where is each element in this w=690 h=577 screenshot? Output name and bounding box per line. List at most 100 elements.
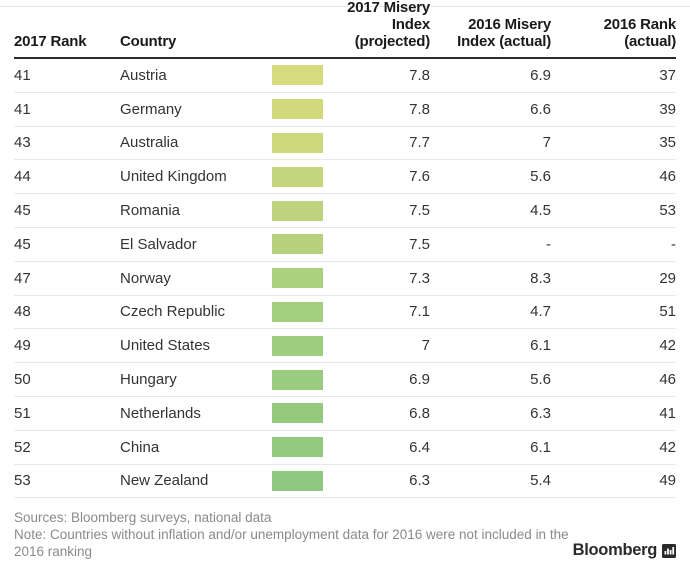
table-row: 45 El Salvador 7.5 - - (14, 228, 676, 262)
cell-2016-rank: 46 (659, 371, 676, 389)
table-row: 45 Romania 7.5 4.5 53 (14, 194, 676, 228)
misery-color-bar (272, 268, 323, 289)
table-header: 2017 Rank Country 2017 Misery Index (pro… (14, 0, 677, 59)
cell-2017-misery: 6.8 (409, 404, 430, 422)
cell-2017-rank: 48 (14, 303, 31, 321)
misery-bar-cell (272, 437, 323, 458)
cell-2017-misery: 7.5 (409, 235, 430, 253)
table-row: 47 Norway 7.3 8.3 29 (14, 262, 676, 296)
misery-index-table: 2017 Rank Country 2017 Misery Index (pro… (14, 0, 677, 499)
sources-text: Sources: Bloomberg surveys, national dat… (14, 510, 272, 525)
cell-2017-rank: 43 (14, 134, 31, 152)
bloomberg-wordmark: Bloomberg (572, 541, 658, 559)
cell-2017-rank: 41 (14, 66, 31, 84)
misery-bar-cell (272, 132, 323, 153)
misery-color-bar (272, 470, 323, 491)
cell-2016-rank: 53 (659, 202, 676, 220)
misery-bar-cell (272, 403, 323, 424)
cell-2016-misery: 5.4 (530, 472, 551, 490)
cell-country: Romania (120, 202, 181, 220)
cell-2017-rank: 44 (14, 168, 31, 186)
cell-2017-misery: 6.9 (409, 371, 430, 389)
misery-color-bar (272, 301, 323, 322)
table-row: 41 Austria 7.8 6.9 37 (14, 59, 676, 93)
misery-bar-cell (272, 268, 323, 289)
cell-2016-misery: - (546, 235, 551, 253)
cell-2016-misery: 5.6 (530, 168, 551, 186)
misery-color-bar (272, 234, 323, 255)
cell-2016-misery: 6.3 (530, 404, 551, 422)
cell-2017-misery: 6.4 (409, 438, 430, 456)
cell-2016-rank: 51 (659, 303, 676, 321)
cell-2016-misery: 6.6 (530, 100, 551, 118)
cell-2016-misery: 8.3 (530, 269, 551, 287)
header-label-line1: 2016 Misery (468, 16, 551, 33)
misery-color-bar (272, 403, 323, 424)
header-2017-misery: 2017 Misery Index (projected) (323, 0, 430, 50)
cell-2016-rank: 46 (659, 168, 676, 186)
bar-chart-icon (662, 543, 676, 558)
header-label-line1: 2016 Rank (603, 16, 677, 33)
cell-2017-rank: 52 (14, 438, 31, 456)
misery-bar-cell (272, 301, 323, 322)
misery-color-bar (272, 369, 323, 390)
header-label-line1: 2017 Misery Index (347, 0, 430, 33)
cell-2017-rank: 45 (14, 202, 31, 220)
cell-2017-rank: 50 (14, 371, 31, 389)
cell-country: Australia (120, 134, 179, 152)
cell-country: Netherlands (120, 404, 201, 422)
header-country: Country (120, 33, 272, 50)
cell-2016-misery: 6.1 (530, 438, 551, 456)
table-row: 41 Germany 7.8 6.6 39 (14, 93, 676, 127)
cell-country: New Zealand (120, 472, 209, 490)
cell-2016-rank: 29 (659, 269, 676, 287)
cell-country: United States (120, 337, 211, 355)
table-row: 52 China 6.4 6.1 42 (14, 431, 676, 465)
misery-color-bar (272, 132, 323, 153)
cell-2017-misery: 7.3 (409, 269, 430, 287)
cell-2016-misery: 4.5 (530, 202, 551, 220)
cell-2016-misery: 4.7 (530, 303, 551, 321)
cell-2017-misery: 7.6 (409, 168, 430, 186)
cell-2017-rank: 49 (14, 337, 31, 355)
misery-color-bar (272, 335, 323, 356)
misery-bar-cell (272, 99, 323, 120)
cell-2017-misery: 7.1 (409, 303, 430, 321)
cell-2016-rank: 35 (659, 134, 676, 152)
cell-2016-rank: 49 (659, 472, 676, 490)
header-label-line2: Index (actual) (457, 33, 551, 50)
cell-2017-rank: 51 (14, 404, 31, 422)
cell-2017-misery: 7.7 (409, 134, 430, 152)
misery-bar-cell (272, 470, 323, 491)
header-label: 2017 Rank (14, 33, 87, 50)
cell-2016-rank: 42 (659, 337, 676, 355)
misery-color-bar (272, 437, 323, 458)
misery-bar-cell (272, 335, 323, 356)
cell-2017-rank: 53 (14, 472, 31, 490)
cell-2016-rank: 42 (659, 438, 676, 456)
cell-2016-misery: 5.6 (530, 371, 551, 389)
misery-bar-cell (272, 234, 323, 255)
top-divider (0, 6, 690, 7)
cell-country: China (120, 438, 160, 456)
cell-2017-rank: 47 (14, 269, 31, 287)
table-body: 41 Austria 7.8 6.9 37 41 Germany 7.8 6.6… (14, 59, 676, 499)
header-label-line2: (projected) (354, 33, 431, 50)
table-row: 50 Hungary 6.9 5.6 46 (14, 363, 676, 397)
table-row: 48 Czech Republic 7.1 4.7 51 (14, 296, 676, 330)
misery-color-bar (272, 200, 323, 221)
cell-country: Austria (120, 66, 167, 84)
cell-2016-misery: 6.1 (530, 337, 551, 355)
header-label-line2: (actual) (624, 33, 676, 50)
misery-bar-cell (272, 200, 323, 221)
cell-2016-rank: 41 (659, 404, 676, 422)
table-row: 51 Netherlands 6.8 6.3 41 (14, 397, 676, 431)
header-2016-rank: 2016 Rank (actual) (551, 16, 677, 50)
misery-color-bar (272, 166, 323, 187)
cell-country: Czech Republic (120, 303, 226, 321)
table-row: 43 Australia 7.7 7 35 (14, 127, 676, 161)
bloomberg-logo: Bloomberg (573, 542, 676, 559)
misery-bar-cell (272, 166, 323, 187)
misery-color-bar (272, 99, 323, 120)
cell-2016-rank: - (671, 235, 676, 253)
